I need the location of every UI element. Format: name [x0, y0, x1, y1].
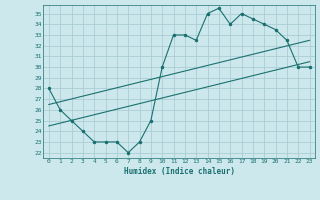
X-axis label: Humidex (Indice chaleur): Humidex (Indice chaleur) — [124, 167, 235, 176]
